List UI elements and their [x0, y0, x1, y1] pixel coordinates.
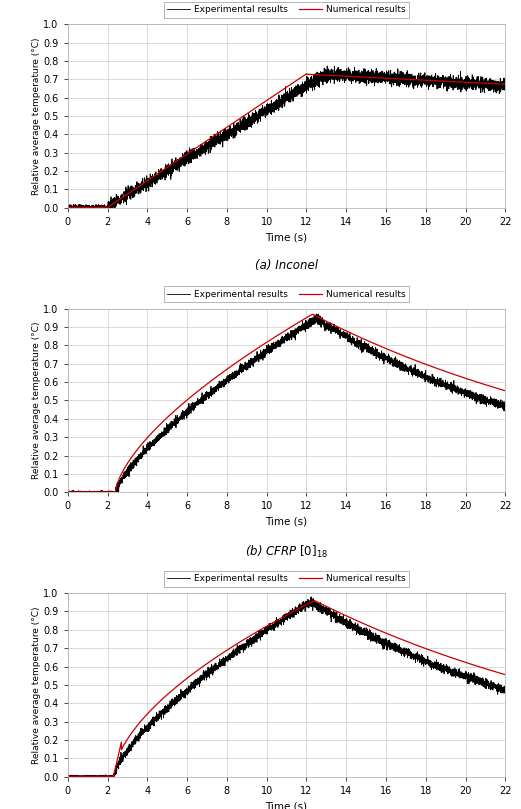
Numerical results — [74, 772, 80, 781]
Numerical results — [110, 772, 117, 781]
Y-axis label: Relative average temperature (°C): Relative average temperature (°C) — [32, 37, 41, 195]
Numerical results — [213, 653, 219, 663]
Numerical results — [156, 421, 162, 430]
Numerical results — [156, 697, 162, 707]
Numerical results — [170, 407, 176, 417]
Numerical results — [212, 130, 218, 140]
Numerical results — [309, 309, 316, 319]
Line: Numerical results: Numerical results — [68, 74, 505, 207]
Experimental results — [213, 382, 219, 392]
Experimental results — [65, 772, 71, 781]
Experimental results — [65, 203, 71, 213]
Numerical results — [226, 362, 232, 372]
Numerical results — [311, 595, 317, 605]
Experimental results — [502, 405, 508, 415]
Experimental results — [170, 421, 176, 430]
Experimental results — [156, 712, 162, 722]
X-axis label: Time (s): Time (s) — [266, 801, 307, 809]
Experimental results — [74, 203, 80, 213]
Experimental results — [324, 61, 330, 71]
X-axis label: Time (s): Time (s) — [266, 517, 307, 527]
Experimental results — [81, 487, 87, 497]
Numerical results — [502, 79, 508, 89]
Numerical results — [226, 121, 232, 130]
Numerical results — [113, 487, 119, 497]
Line: Experimental results: Experimental results — [68, 314, 505, 492]
Numerical results — [213, 373, 219, 383]
Numerical results — [81, 202, 87, 212]
Numerical results — [170, 684, 176, 694]
Y-axis label: Relative average temperature (°C): Relative average temperature (°C) — [32, 606, 41, 764]
Legend: Experimental results, Numerical results: Experimental results, Numerical results — [164, 2, 410, 18]
Numerical results — [81, 487, 87, 497]
Numerical results — [170, 159, 176, 168]
Y-axis label: Relative average temperature (°C): Relative average temperature (°C) — [32, 322, 41, 479]
Experimental results — [170, 162, 176, 172]
Legend: Experimental results, Numerical results: Experimental results, Numerical results — [164, 570, 410, 587]
Numerical results — [74, 202, 80, 212]
Legend: Experimental results, Numerical results: Experimental results, Numerical results — [164, 286, 410, 303]
Numerical results — [65, 202, 71, 212]
Numerical results — [74, 487, 80, 497]
Experimental results — [156, 172, 162, 182]
X-axis label: Time (s): Time (s) — [266, 232, 307, 243]
Experimental results — [156, 433, 162, 443]
Experimental results — [74, 771, 80, 781]
Experimental results — [212, 664, 218, 674]
Numerical results — [502, 386, 508, 396]
Numerical results — [81, 772, 87, 781]
Line: Numerical results: Numerical results — [68, 600, 505, 777]
Experimental results — [314, 309, 320, 319]
Experimental results — [308, 592, 314, 602]
Experimental results — [81, 203, 87, 213]
Experimental results — [81, 772, 87, 781]
Numerical results — [226, 644, 232, 654]
Numerical results — [303, 69, 309, 78]
Experimental results — [213, 135, 219, 145]
Experimental results — [502, 82, 508, 91]
Experimental results — [226, 132, 232, 142]
Numerical results — [65, 772, 71, 781]
Experimental results — [170, 697, 176, 707]
Experimental results — [65, 487, 71, 497]
Line: Experimental results: Experimental results — [68, 597, 505, 777]
Line: Experimental results: Experimental results — [68, 66, 505, 208]
Experimental results — [74, 487, 80, 497]
Experimental results — [65, 201, 71, 210]
Numerical results — [156, 168, 162, 178]
Experimental results — [65, 487, 71, 497]
Experimental results — [226, 650, 232, 660]
Experimental results — [226, 371, 232, 381]
Line: Numerical results: Numerical results — [68, 314, 505, 492]
Text: (a) Inconel: (a) Inconel — [255, 259, 318, 272]
Experimental results — [502, 684, 508, 693]
Text: (b) CFRP $[0]_{18}$: (b) CFRP $[0]_{18}$ — [245, 544, 328, 560]
Numerical results — [502, 670, 508, 680]
Numerical results — [65, 487, 71, 497]
